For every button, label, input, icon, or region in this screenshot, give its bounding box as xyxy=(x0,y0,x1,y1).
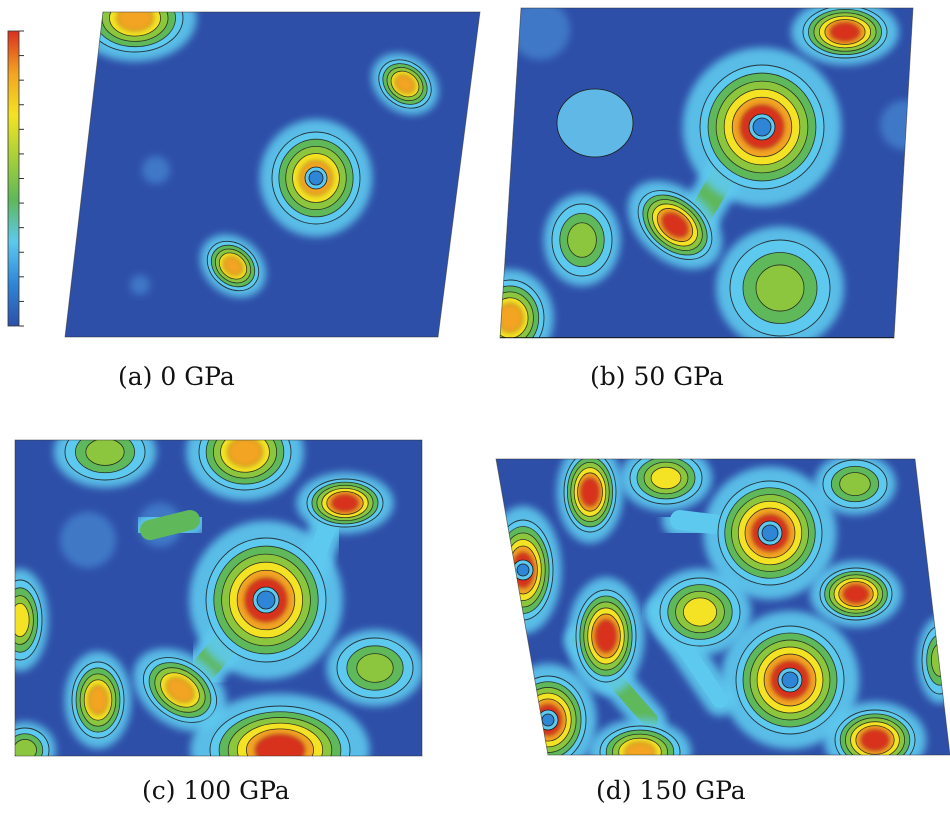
contour-level xyxy=(830,23,859,41)
contour-level xyxy=(843,585,868,603)
contour-level xyxy=(581,478,599,506)
charge-density-feature xyxy=(814,453,896,514)
contour-level xyxy=(651,467,681,489)
center-hole xyxy=(257,591,275,609)
contour-level xyxy=(568,223,597,258)
caption-panel-b: (b) 50 GPa xyxy=(590,362,724,391)
caption-panel-d: (d) 150 GPa xyxy=(596,776,746,805)
contour-level xyxy=(357,654,393,683)
colorbar xyxy=(8,31,24,326)
caption-panel-c: (c) 100 GPa xyxy=(142,776,290,805)
caption-panel-a: (a) 0 GPa xyxy=(118,362,235,391)
bond-region xyxy=(150,520,190,530)
charge-density-feature xyxy=(716,227,844,350)
contour-level xyxy=(332,495,359,512)
charge-density-feature xyxy=(54,416,156,488)
contour-level xyxy=(756,265,804,311)
contour-level xyxy=(88,686,108,715)
contour-level xyxy=(86,439,124,466)
faint-spot xyxy=(60,512,116,568)
charge-density-feature xyxy=(260,119,373,237)
charge-density-feature xyxy=(189,521,343,680)
contour-level xyxy=(625,742,655,762)
faint-spot xyxy=(510,0,570,60)
panel-c-contour-map xyxy=(0,403,424,806)
charge-density-feature xyxy=(65,651,132,748)
contour-level xyxy=(861,730,889,751)
faint-spot xyxy=(130,275,150,295)
contour-level xyxy=(117,5,153,31)
charge-density-feature xyxy=(296,472,393,533)
halo-spot xyxy=(557,89,633,157)
colorbar-gradient xyxy=(8,31,19,326)
center-hole xyxy=(782,672,798,688)
panel-b-contour-map xyxy=(466,0,930,367)
center-hole xyxy=(517,564,529,576)
charge-density-feature xyxy=(683,48,842,207)
charge-density-feature xyxy=(544,194,621,286)
charge-density-feature xyxy=(466,269,553,366)
charge-density-feature xyxy=(186,403,304,500)
charge-density-feature xyxy=(326,630,423,707)
contour-level xyxy=(596,620,617,652)
center-hole xyxy=(753,118,771,136)
contour-level xyxy=(11,603,29,636)
contour-level xyxy=(13,739,36,760)
contour-level xyxy=(256,735,305,766)
faint-spot xyxy=(142,156,170,184)
center-hole xyxy=(762,525,778,541)
center-hole xyxy=(542,714,554,726)
charge-density-feature xyxy=(620,445,712,512)
center-hole xyxy=(309,171,323,185)
panel-d-contour-map xyxy=(485,441,950,785)
charge-density-feature xyxy=(824,702,926,779)
charge-density-feature xyxy=(499,664,596,777)
panel-a-contour-map xyxy=(65,0,480,337)
charge-density-feature xyxy=(810,561,902,628)
contour-level xyxy=(683,598,716,626)
charge-density-feature xyxy=(791,0,899,65)
charge-density-feature xyxy=(557,441,624,543)
contour-level xyxy=(228,438,263,467)
contour-level xyxy=(840,472,871,495)
